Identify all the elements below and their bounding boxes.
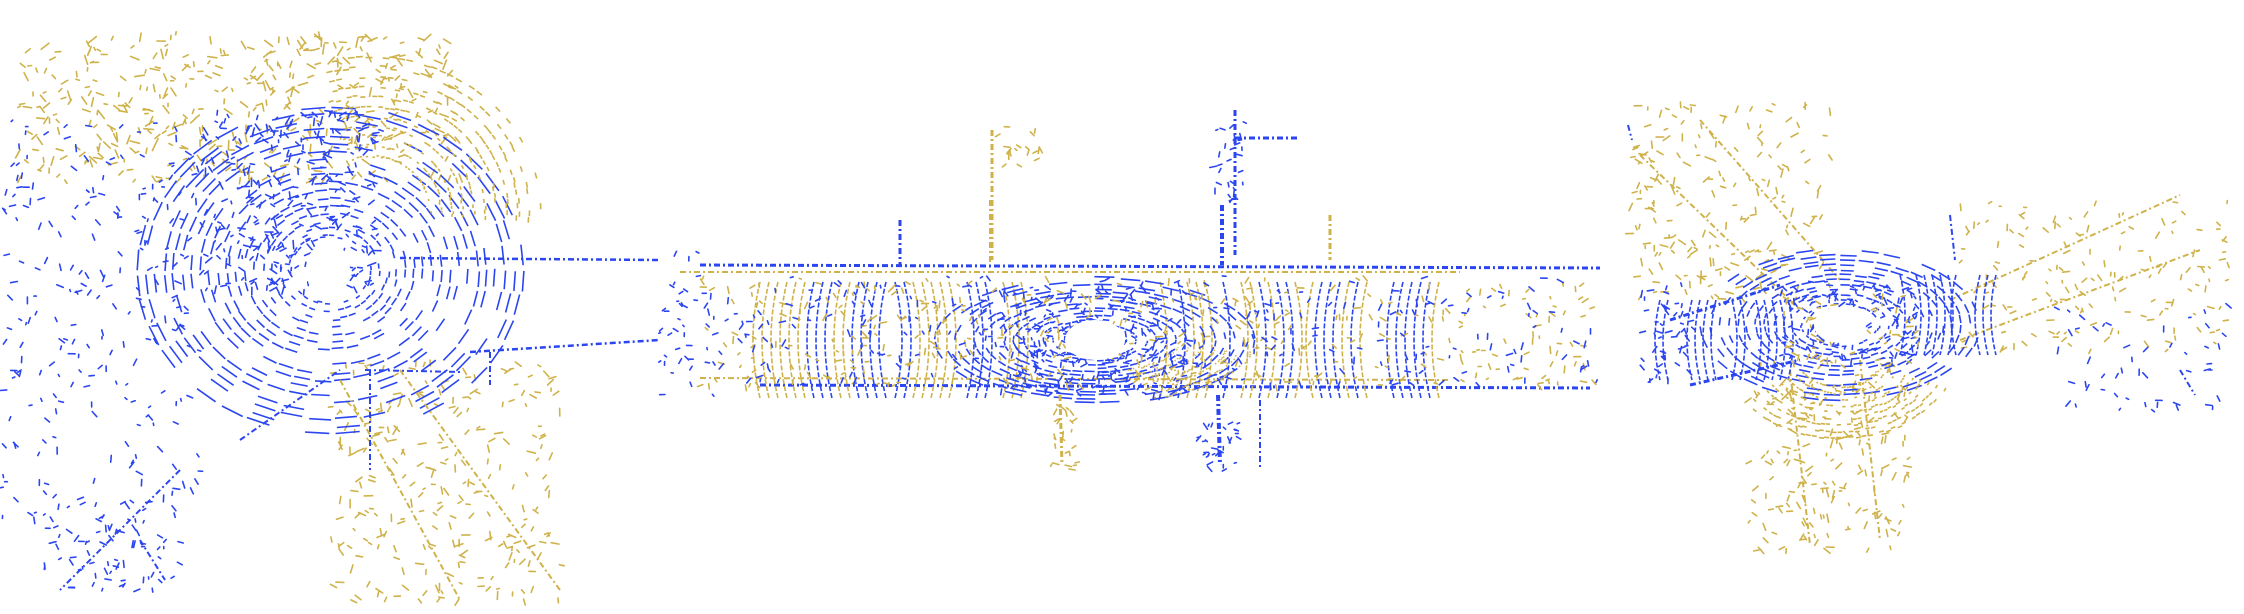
scan-panel-right — [1626, 102, 2231, 553]
scan-panel-left — [0, 32, 660, 605]
scan-panel-center — [659, 110, 1600, 471]
